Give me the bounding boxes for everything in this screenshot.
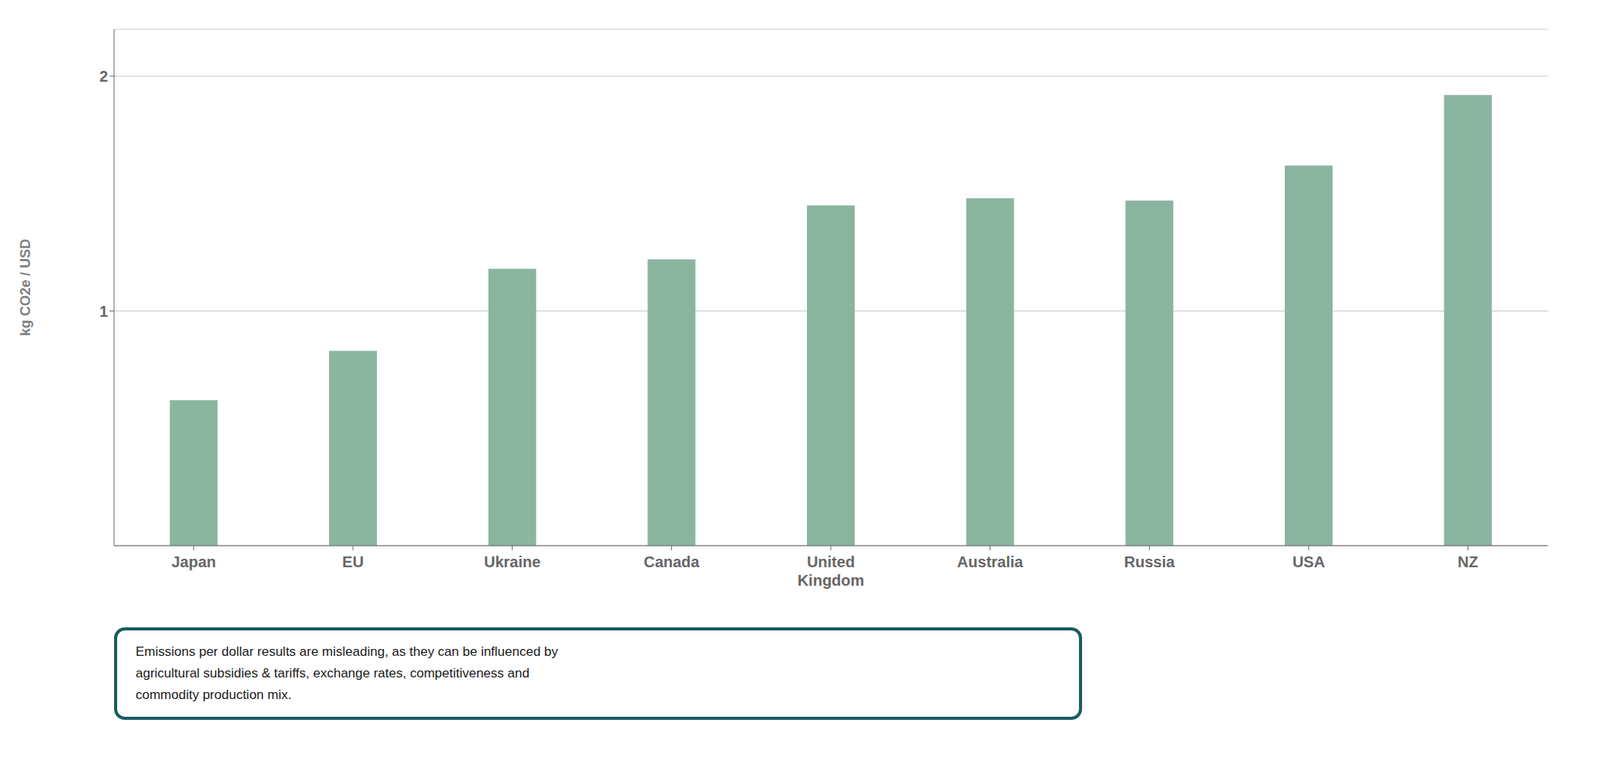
svg-text:EU: EU [342, 553, 364, 571]
svg-text:kg CO2e / USD: kg CO2e / USD [17, 238, 34, 337]
svg-text:Japan: Japan [171, 553, 216, 571]
svg-text:Russia: Russia [1124, 553, 1176, 571]
svg-text:2: 2 [99, 67, 108, 85]
svg-text:1: 1 [99, 302, 108, 320]
svg-text:Canada: Canada [643, 553, 700, 571]
html-text:Emissions per dollar results a: Emissions per dollar results are mislead… [135, 644, 559, 703]
svg-text:NZ: NZ [1457, 553, 1479, 571]
svg-text:Ukraine: Ukraine [484, 553, 541, 571]
svg-text:USA: USA [1292, 553, 1325, 571]
svg-text:Australia: Australia [957, 553, 1024, 571]
svg-text:UnitedKingdom: UnitedKingdom [797, 553, 865, 589]
